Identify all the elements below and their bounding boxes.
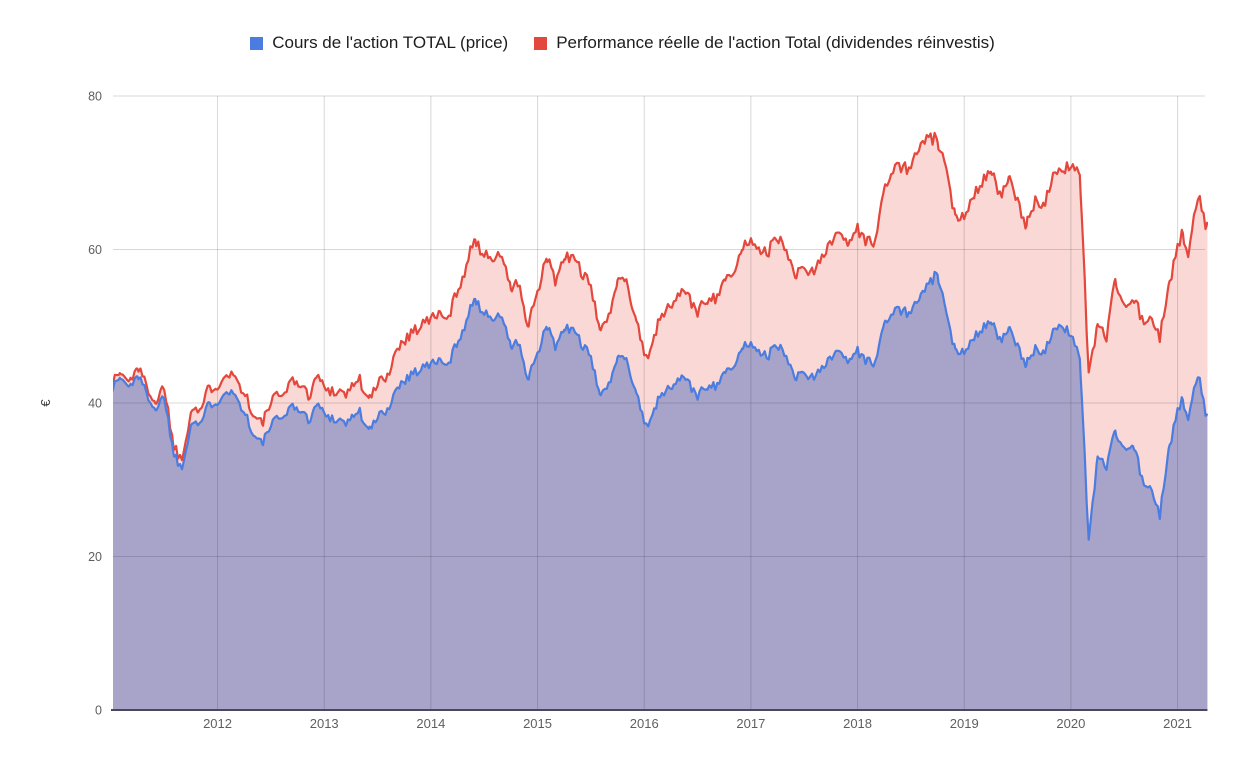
y-axis-title: € [38,399,53,407]
x-tick-label: 2018 [843,716,872,731]
legend-swatch-total-return-icon [534,36,548,50]
y-tick-label: 20 [88,550,102,564]
legend-label-price: Cours de l'action TOTAL (price) [272,33,509,52]
series-lines [113,131,1208,541]
legend-item-total-return[interactable]: Performance réelle de l'action Total (di… [534,33,995,53]
x-tick-label: 2014 [416,716,445,731]
total-return-line [113,131,1208,462]
x-tick-label: 2013 [310,716,339,731]
y-tick-label: 40 [88,397,102,411]
y-tick-label: 0 [95,704,102,718]
legend-swatch-price-icon [250,36,264,50]
x-tick-label: 2021 [1163,716,1192,731]
gridlines [113,95,1205,710]
chart-legend: Cours de l'action TOTAL (price) Performa… [0,33,1245,53]
x-tick-label: 2012 [203,716,232,731]
x-tick-label: 2016 [630,716,659,731]
y-tick-label: 80 [88,90,102,104]
legend-item-price[interactable]: Cours de l'action TOTAL (price) [250,33,508,53]
price-area-fill [113,271,1208,710]
series-fills [113,132,1208,710]
axis-labels: 0 20 40 60 80 2012 2013 2014 2015 2016 2017 2018 201… [38,90,1192,732]
y-tick-label: 60 [88,243,102,257]
x-tick-label: 2017 [736,716,765,731]
x-tick-label: 2020 [1056,716,1085,731]
legend-label-total-return: Performance réelle de l'action Total (di… [556,33,995,52]
x-tick-label: 2015 [523,716,552,731]
price-line [113,270,1208,541]
x-tick-label: 2019 [950,716,979,731]
